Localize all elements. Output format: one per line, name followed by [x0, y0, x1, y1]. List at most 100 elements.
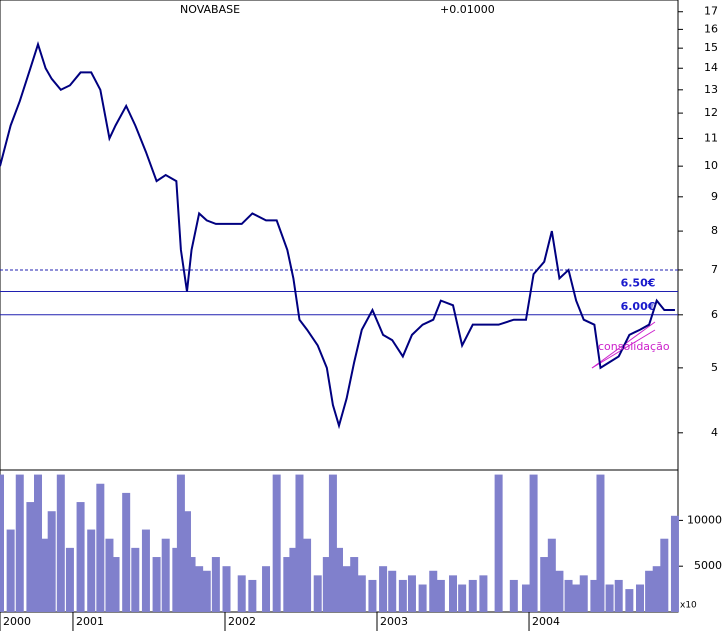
volume-bar	[15, 474, 24, 612]
volume-bar	[660, 538, 669, 612]
volume-bar	[272, 474, 281, 612]
x-tick-label: 2004	[532, 615, 560, 628]
volume-bar	[342, 566, 351, 612]
volume-bar	[379, 566, 388, 612]
volume-bar	[65, 547, 74, 612]
chart-title: NOVABASE	[180, 3, 240, 16]
volume-bar	[283, 557, 292, 612]
volume-bar	[521, 584, 530, 612]
y-tick-label: 6	[711, 308, 718, 321]
volume-bar	[76, 502, 85, 612]
volume-bar	[131, 547, 140, 612]
volume-bar	[56, 474, 65, 612]
y-tick-label: 5000	[694, 559, 722, 572]
volume-bar	[176, 474, 185, 612]
y-tick-label: 7	[711, 263, 718, 276]
volume-bar	[161, 538, 170, 612]
volume-bar	[47, 511, 56, 612]
volume-bar	[429, 570, 438, 612]
y-tick-label: 4	[711, 426, 718, 439]
volume-bar	[289, 547, 298, 612]
volume-bar	[564, 579, 573, 612]
volume-bar	[449, 575, 458, 612]
volume-bar	[572, 584, 581, 612]
volume-bar	[295, 474, 304, 612]
y-tick-label: 12	[704, 106, 718, 119]
y-tick-label: 15	[704, 41, 718, 54]
volume-bar	[222, 566, 231, 612]
price-line	[0, 41, 675, 430]
volume-bar	[579, 575, 588, 612]
volume-bar	[540, 557, 549, 612]
y-tick-label: 17	[704, 5, 718, 18]
y-tick-label: 13	[704, 83, 718, 96]
y-tick-label: 9	[711, 190, 718, 203]
volume-bar	[0, 474, 4, 612]
x-tick-label: 2000	[3, 615, 31, 628]
y-tick-label: 10000	[687, 513, 722, 526]
plot-frame	[0, 0, 679, 613]
volume-bar	[652, 566, 661, 612]
volume-bar	[398, 579, 407, 612]
volume-bar	[87, 529, 96, 612]
volume-bar	[635, 584, 644, 612]
volume-bar	[357, 575, 366, 612]
volume-bar	[605, 584, 614, 612]
volume-bar	[313, 575, 322, 612]
volume-bar	[41, 538, 50, 612]
y-tick-label: 8	[711, 224, 718, 237]
annotation: consolidação	[598, 340, 670, 353]
volume-bar	[187, 557, 196, 612]
volume-bar	[328, 474, 337, 612]
volume-bar	[237, 575, 246, 612]
x-tick-label: 2002	[228, 615, 256, 628]
volume-bar	[670, 515, 679, 612]
volume-bar	[436, 579, 445, 612]
volume-bar	[614, 579, 623, 612]
volume-bar	[152, 557, 161, 612]
volume-bar	[494, 474, 503, 612]
volume-bar	[96, 483, 105, 612]
x-tick-label: 2003	[380, 615, 408, 628]
volume-bar	[34, 474, 43, 612]
volume-bar	[368, 579, 377, 612]
y-tick-label: 16	[704, 22, 718, 35]
volume-bar	[122, 492, 131, 612]
volume-bar	[182, 511, 191, 612]
volume-bar	[529, 474, 538, 612]
volume-bar	[458, 584, 467, 612]
chart-subtitle: +0.01000	[440, 3, 495, 16]
volume-bar	[388, 570, 397, 612]
volume-bar	[418, 584, 427, 612]
volume-bar	[479, 575, 488, 612]
volume-bar	[350, 557, 359, 612]
volume-bar	[303, 538, 312, 612]
volume-bar	[509, 579, 518, 612]
volume-bar	[645, 570, 654, 612]
volume-bar	[172, 547, 181, 612]
volume-unit: x10	[680, 601, 697, 611]
volume-bar	[195, 566, 204, 612]
volume-bar	[468, 579, 477, 612]
volume-bar	[141, 529, 150, 612]
volume-bar	[211, 557, 220, 612]
volume-bar	[262, 566, 271, 612]
y-tick-label: 5	[711, 361, 718, 374]
volume-bar	[555, 570, 564, 612]
y-tick-label: 11	[704, 131, 718, 144]
volume-bar	[590, 579, 599, 612]
volume-bar	[202, 570, 211, 612]
volume-bar	[6, 529, 15, 612]
volume-bar	[407, 575, 416, 612]
level-label: 6.00€	[621, 300, 656, 313]
y-tick-label: 10	[704, 159, 718, 172]
volume-bar	[625, 589, 634, 612]
volume-bar	[322, 557, 331, 612]
volume-bar	[248, 579, 257, 612]
volume-bar	[335, 547, 343, 612]
y-tick-label: 14	[704, 61, 718, 74]
volume-bar	[111, 557, 120, 612]
x-tick-label: 2001	[76, 615, 104, 628]
